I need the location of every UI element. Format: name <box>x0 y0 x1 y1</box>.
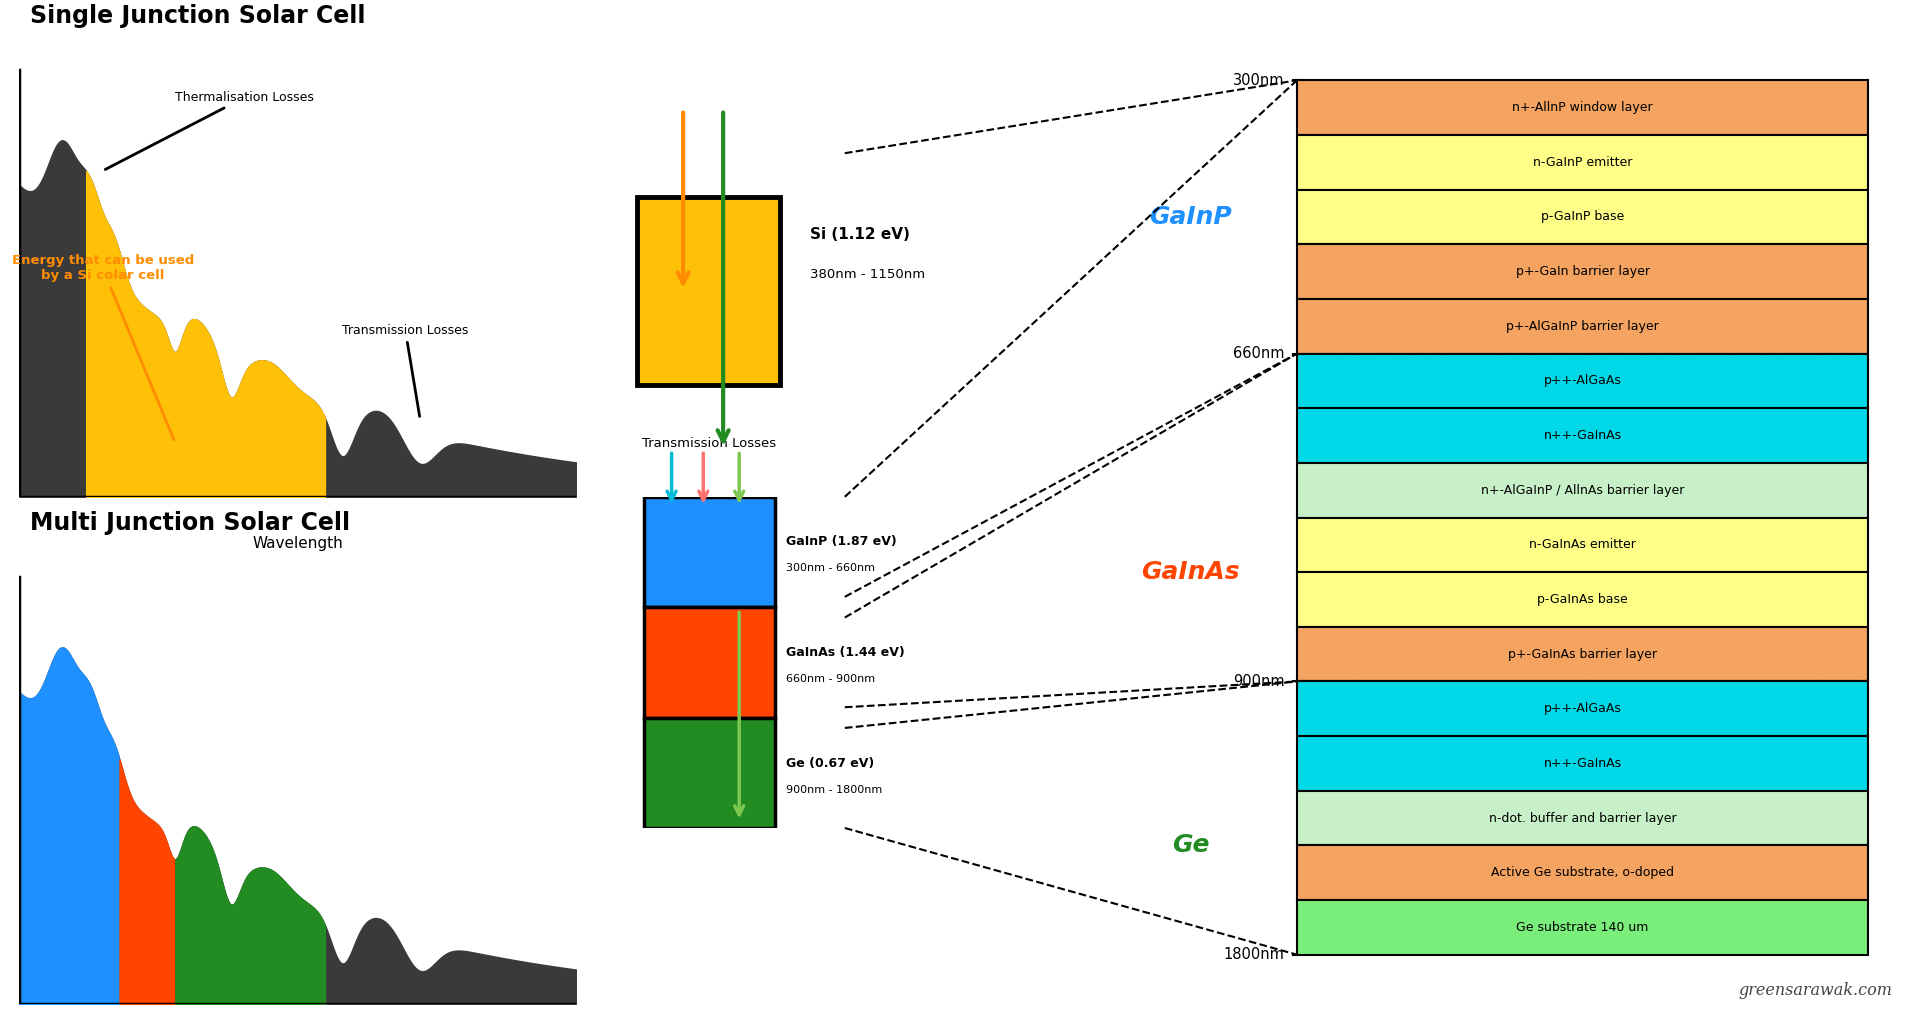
Bar <box>1298 81 1868 135</box>
Bar <box>637 197 780 385</box>
Text: Ge (0.67 eV): Ge (0.67 eV) <box>785 757 874 770</box>
Text: GaInP (1.87 eV): GaInP (1.87 eV) <box>785 535 897 548</box>
Text: Energy that can be used
by a Si colar cell: Energy that can be used by a Si colar ce… <box>12 255 194 440</box>
Text: p+-GaIn barrier layer: p+-GaIn barrier layer <box>1515 265 1649 278</box>
Text: n+-AllnP window layer: n+-AllnP window layer <box>1513 101 1653 114</box>
Text: Active Ge substrate, o-doped: Active Ge substrate, o-doped <box>1492 866 1674 879</box>
Bar <box>1298 736 1868 791</box>
Text: n+-AlGaInP / AllnAs barrier layer: n+-AlGaInP / AllnAs barrier layer <box>1480 483 1684 497</box>
Text: Transmission Losses: Transmission Losses <box>641 437 776 450</box>
Text: p+-GaInAs barrier layer: p+-GaInAs barrier layer <box>1507 648 1657 660</box>
Text: 900nm - 1800nm: 900nm - 1800nm <box>785 785 881 795</box>
Bar <box>1298 299 1868 354</box>
Bar <box>1298 408 1868 463</box>
Text: n-dot. buffer and barrier layer: n-dot. buffer and barrier layer <box>1488 811 1676 825</box>
Text: p-GaInAs base: p-GaInAs base <box>1538 593 1628 605</box>
Text: Si (1.12 eV): Si (1.12 eV) <box>810 227 910 242</box>
Text: Transmission Losses: Transmission Losses <box>342 324 468 416</box>
Text: n++-GaInAs: n++-GaInAs <box>1544 757 1622 770</box>
Bar <box>1298 244 1868 299</box>
Text: p-GaInP base: p-GaInP base <box>1542 210 1624 224</box>
Text: n-GaInP emitter: n-GaInP emitter <box>1532 156 1632 169</box>
Text: p++-AlGaAs: p++-AlGaAs <box>1544 375 1622 387</box>
Bar <box>1298 189 1868 244</box>
Text: 900nm: 900nm <box>1233 674 1284 689</box>
Bar <box>643 497 776 608</box>
Text: p++-AlGaAs: p++-AlGaAs <box>1544 703 1622 715</box>
Text: greensarawak.com: greensarawak.com <box>1740 982 1893 1000</box>
Bar <box>1298 518 1868 572</box>
Bar <box>1298 900 1868 954</box>
Text: Ge substrate 140 um: Ge substrate 140 um <box>1517 921 1649 934</box>
Text: 300nm - 660nm: 300nm - 660nm <box>785 563 876 573</box>
Text: 660nm - 900nm: 660nm - 900nm <box>785 674 876 684</box>
Text: Single Junction Solar Cell: Single Junction Solar Cell <box>31 4 367 28</box>
Text: 380nm - 1150nm: 380nm - 1150nm <box>810 268 925 282</box>
Text: n-GaInAs emitter: n-GaInAs emitter <box>1528 538 1636 552</box>
Bar <box>1298 627 1868 681</box>
Text: Thermalisation Losses: Thermalisation Losses <box>106 91 315 170</box>
Bar <box>1298 681 1868 736</box>
Text: GaInAs: GaInAs <box>1142 560 1240 584</box>
Bar <box>1298 846 1868 900</box>
Text: n++-GaInAs: n++-GaInAs <box>1544 430 1622 442</box>
Text: Ge: Ge <box>1171 833 1210 857</box>
Text: GaInP: GaInP <box>1150 205 1233 229</box>
Bar <box>1298 135 1868 189</box>
Text: 660nm: 660nm <box>1233 346 1284 361</box>
Bar <box>643 608 776 717</box>
Text: GaInAs (1.44 eV): GaInAs (1.44 eV) <box>785 646 904 659</box>
Text: Wavelength: Wavelength <box>252 536 344 551</box>
Text: p+-AlGaInP barrier layer: p+-AlGaInP barrier layer <box>1505 320 1659 332</box>
Bar <box>1298 463 1868 518</box>
Text: Multi Junction Solar Cell: Multi Junction Solar Cell <box>31 511 351 535</box>
Bar <box>1298 791 1868 846</box>
Bar <box>1298 572 1868 627</box>
Bar <box>643 717 776 828</box>
Bar <box>1298 354 1868 408</box>
Text: 300nm: 300nm <box>1233 72 1284 88</box>
Text: 1800nm: 1800nm <box>1223 947 1284 963</box>
